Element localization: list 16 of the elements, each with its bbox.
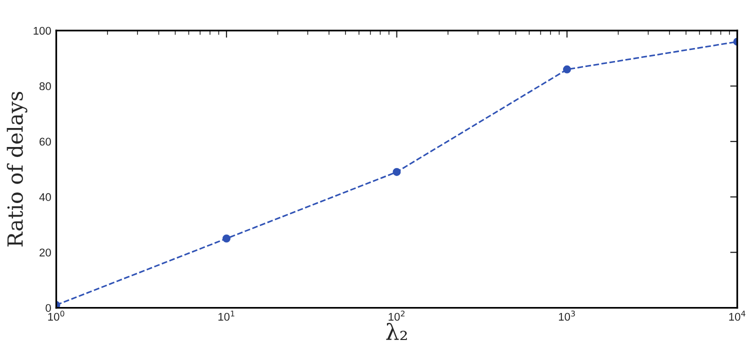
x-tick-label: 10$^{4}$: [729, 310, 746, 321]
x-tick-label: 10$^{3}$: [558, 310, 575, 321]
y-tick-label: 0: [46, 304, 51, 312]
y-tick-label: 80: [40, 82, 51, 90]
y-tick-label: 60: [40, 138, 51, 146]
point: [563, 65, 571, 74]
y-axis-title: Ratio of delays: [6, 92, 28, 246]
point: [222, 234, 230, 242]
y-tick-label: 100: [34, 26, 51, 35]
y-tick-label: 40: [39, 193, 51, 202]
point: [392, 168, 401, 176]
x-tick-label: 10$^{2}$: [388, 310, 404, 321]
x-tick-label: 10$^{1}$: [218, 310, 234, 321]
x-tick-label: 10$^{0}$: [48, 310, 64, 321]
x-axis-title: λ₂: [386, 322, 407, 340]
y-tick-label: 20: [40, 248, 51, 256]
